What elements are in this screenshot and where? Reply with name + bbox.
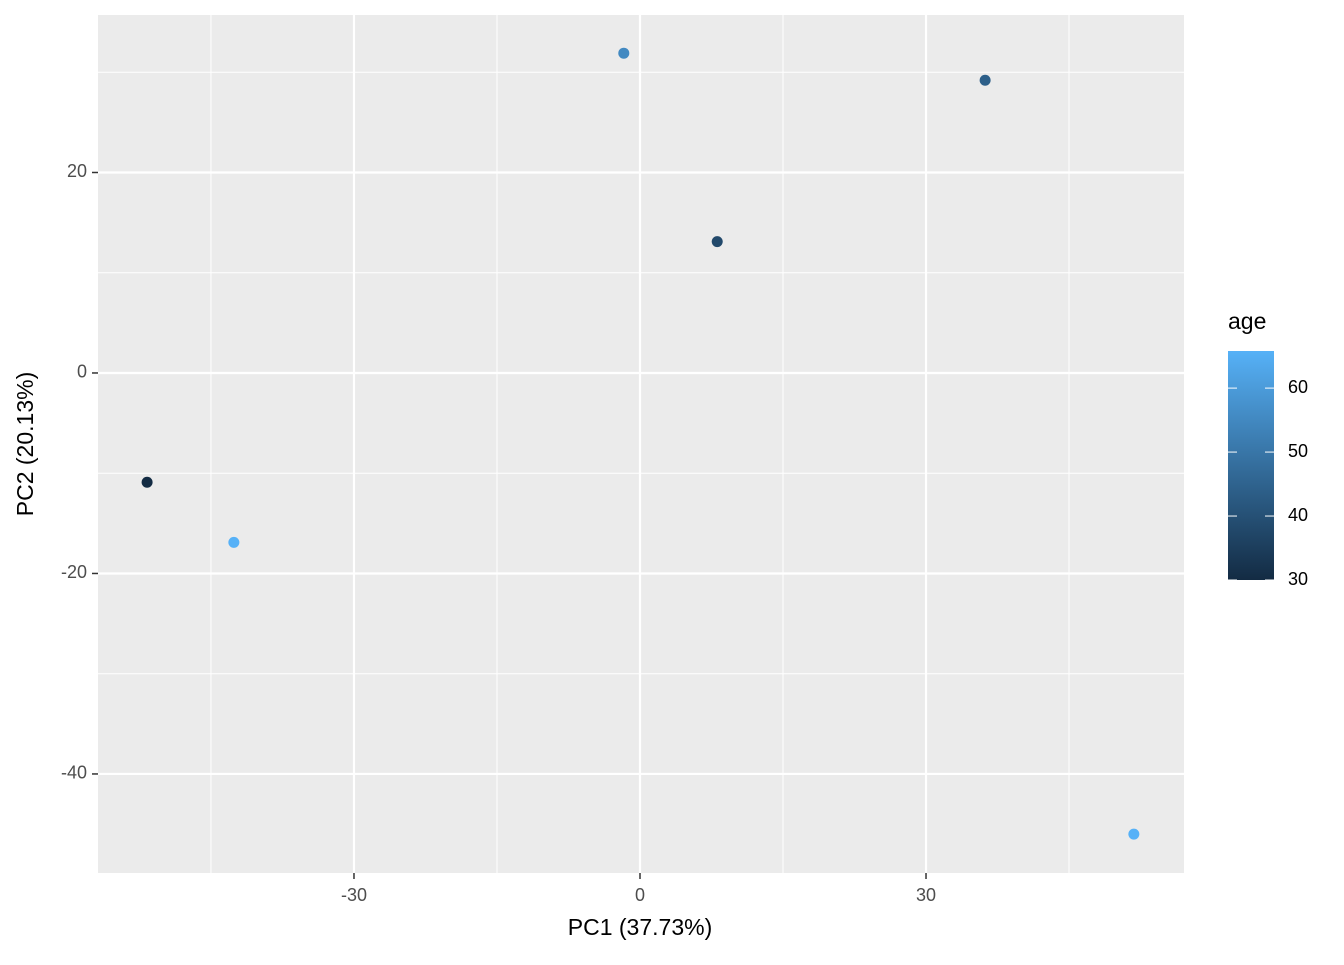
x-tick-label: -30 [341, 885, 367, 905]
point [979, 74, 991, 86]
x-tick-label: 0 [635, 885, 645, 905]
point [228, 536, 240, 548]
y-axis-title: PC2 (20.13%) [12, 372, 38, 516]
legend-title: age [1228, 308, 1266, 334]
legend-tick-label: 50 [1288, 441, 1308, 461]
legend-tick-label: 30 [1288, 569, 1308, 589]
point [141, 476, 153, 488]
y-tick-label: -40 [61, 763, 87, 783]
x-tick-label: 30 [916, 885, 936, 905]
point [711, 236, 723, 248]
legend-tick-label: 60 [1288, 377, 1308, 397]
x-axis-title: PC1 (37.73%) [568, 914, 712, 940]
y-tick-label: 0 [77, 362, 87, 382]
y-tick-label: -20 [61, 562, 87, 582]
y-tick-label: 20 [67, 161, 87, 181]
color-bar [1228, 351, 1274, 580]
point [1128, 828, 1140, 840]
legend-tick-label: 40 [1288, 505, 1308, 525]
point [618, 47, 630, 59]
